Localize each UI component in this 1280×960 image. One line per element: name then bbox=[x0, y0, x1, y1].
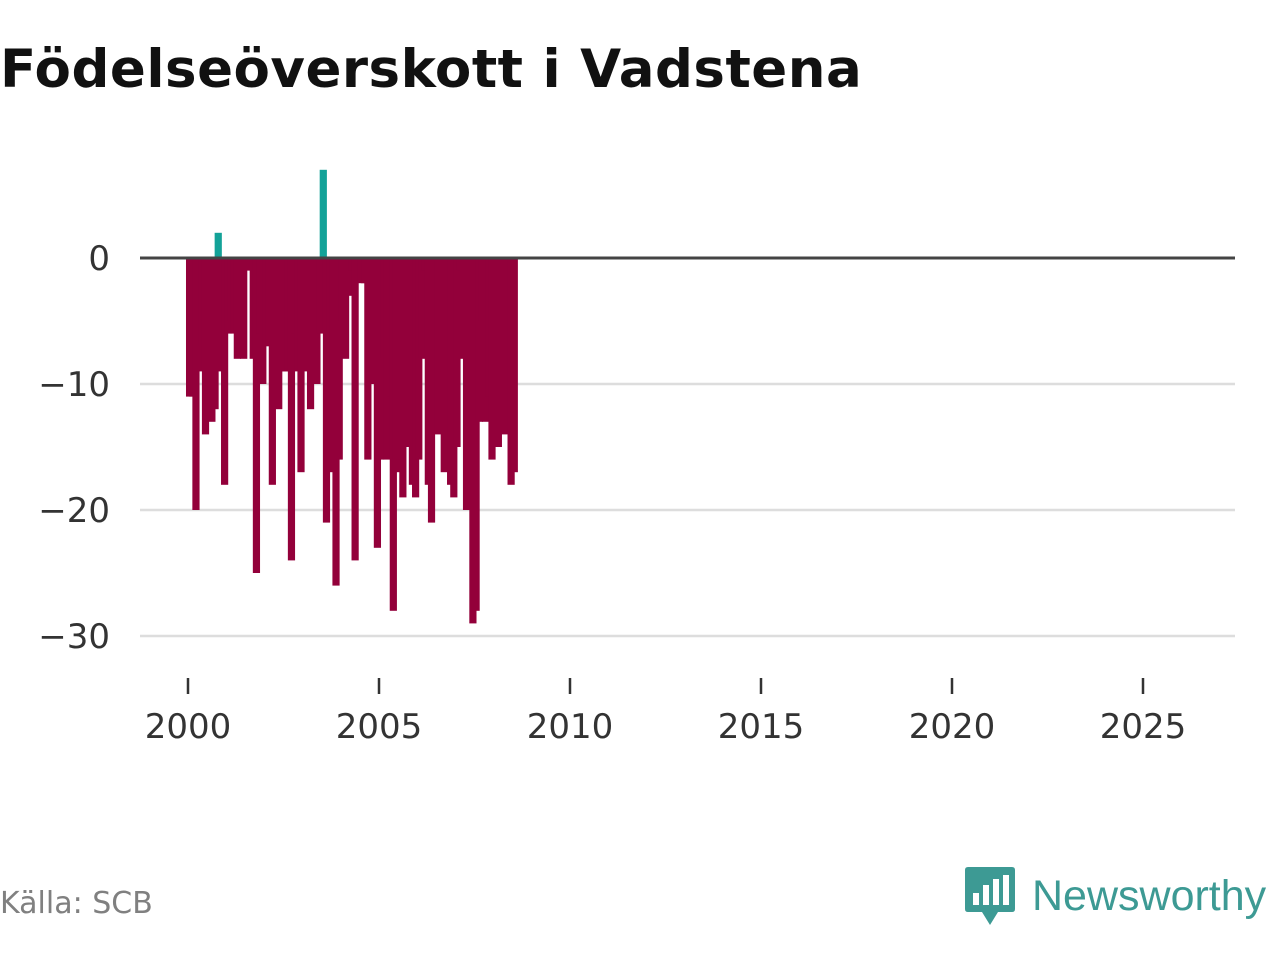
source-label: Källa: SCB bbox=[0, 886, 153, 921]
axis-labels-group: 0 −10 −20 −30 2000 2005 2010 2015 2020 2025 bbox=[38, 239, 1186, 747]
x-tick-label: 2005 bbox=[336, 707, 423, 747]
bar bbox=[399, 258, 407, 498]
bar bbox=[345, 258, 353, 296]
bar bbox=[472, 258, 480, 611]
bar bbox=[192, 258, 200, 510]
newsworthy-logo-icon bbox=[965, 867, 1015, 925]
x-tick-label: 2020 bbox=[909, 707, 996, 747]
brand-name: Newsworthy bbox=[1032, 871, 1267, 920]
bar bbox=[252, 258, 261, 573]
bars-group bbox=[185, 169, 518, 624]
bar bbox=[341, 258, 350, 359]
bar bbox=[319, 169, 327, 258]
bar bbox=[440, 258, 448, 473]
y-tick-label: −30 bbox=[38, 617, 110, 657]
x-tick-label: 2010 bbox=[527, 707, 614, 747]
y-tick-label: 0 bbox=[88, 239, 110, 279]
bar bbox=[335, 258, 343, 460]
bar bbox=[214, 232, 222, 258]
bar bbox=[240, 258, 248, 359]
bar bbox=[211, 258, 219, 410]
chart-title: Födelseöverskott i Vadstena bbox=[0, 39, 863, 100]
bar bbox=[510, 258, 518, 473]
bar bbox=[418, 258, 426, 359]
bar bbox=[201, 258, 210, 435]
bar bbox=[367, 258, 375, 384]
bar bbox=[221, 258, 229, 485]
bar bbox=[287, 258, 296, 561]
bar bbox=[306, 258, 315, 410]
x-tick-label: 2025 bbox=[1100, 707, 1187, 747]
x-tick-label: 2000 bbox=[145, 707, 232, 747]
y-tick-label: −20 bbox=[38, 491, 110, 531]
y-tick-label: −10 bbox=[38, 365, 110, 405]
grid-lines bbox=[140, 382, 1235, 638]
bar bbox=[351, 258, 359, 561]
bar bbox=[475, 258, 483, 422]
x-tick-label: 2015 bbox=[718, 707, 805, 747]
bar bbox=[268, 258, 276, 485]
bar bbox=[316, 258, 324, 334]
brand-logo-group: Newsworthy bbox=[964, 864, 1266, 928]
bar bbox=[453, 258, 461, 447]
bar bbox=[427, 258, 436, 523]
